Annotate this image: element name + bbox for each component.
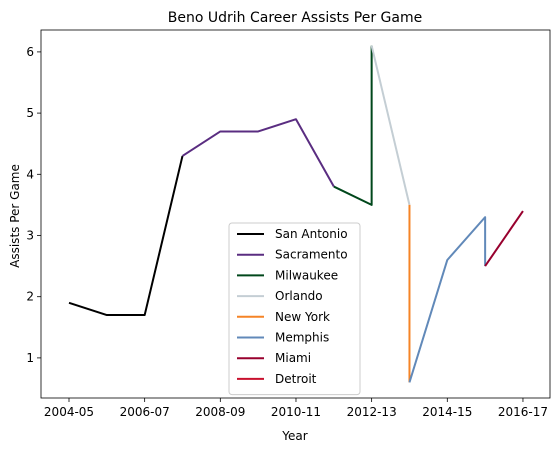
- y-tick-label: 2: [26, 290, 34, 304]
- legend-label: Milwaukee: [275, 268, 338, 282]
- x-tick-label: 2014-15: [422, 405, 472, 419]
- x-tick-label: 2006-07: [120, 405, 170, 419]
- legend: San Antonio Sacramento Milwaukee Orlando New…: [228, 222, 361, 396]
- x-axis-title: Year: [281, 429, 307, 443]
- legend-label: Detroit: [275, 372, 317, 386]
- x-tick-label: 2004-05: [44, 405, 94, 419]
- x-tick-label: 2012-13: [347, 405, 397, 419]
- series-line: [370, 45, 411, 206]
- x-tick-label: 2008-09: [195, 405, 245, 419]
- axes: 2004-05 2006-07 2008-09 2010-11 2012-13 2014-…: [26, 29, 551, 419]
- legend-label: Memphis: [275, 331, 329, 345]
- y-tick-label: 6: [26, 45, 34, 59]
- series-line: [408, 216, 487, 383]
- x-tick-label: 2010-11: [271, 405, 321, 419]
- series-line: [181, 118, 335, 188]
- axes-frame: [40, 29, 551, 399]
- legend-label: New York: [275, 310, 330, 324]
- plot-area: [68, 45, 524, 383]
- y-tick-label: 5: [26, 106, 34, 120]
- series-line: [484, 210, 524, 267]
- legend-label: Sacramento: [275, 248, 348, 262]
- series-line: [68, 155, 184, 317]
- y-axis-title: Assists Per Game: [8, 164, 22, 268]
- legend-label: San Antonio: [275, 227, 348, 241]
- y-tick-label: 3: [26, 229, 34, 243]
- y-tick-label: 4: [26, 167, 34, 181]
- legend-label: Miami: [275, 351, 311, 365]
- legend-label: Orlando: [275, 289, 323, 303]
- x-tick-label: 2016-17: [498, 405, 548, 419]
- legend-box: [228, 222, 361, 396]
- chart-title: Beno Udrih Career Assists Per Game: [168, 10, 422, 26]
- y-tick-label: 1: [26, 351, 34, 365]
- series-line: [333, 45, 373, 206]
